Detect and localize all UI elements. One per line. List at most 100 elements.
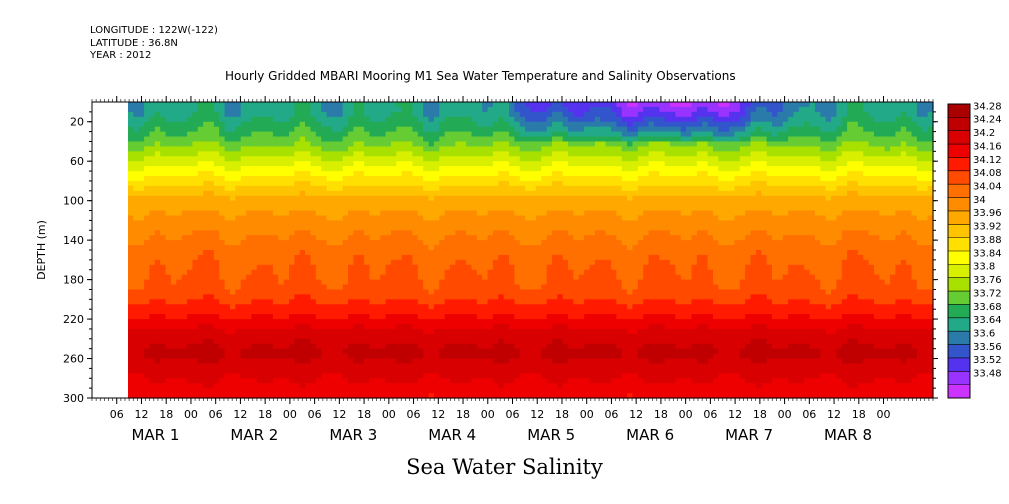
heatmap-cell [503, 235, 510, 241]
heatmap-cell [256, 230, 263, 236]
heatmap-cell [213, 180, 220, 187]
heatmap-cell [509, 284, 515, 291]
heatmap-cell [353, 136, 360, 143]
heatmap-cell [160, 106, 167, 113]
heatmap-cell [331, 254, 338, 261]
heatmap-cell [219, 106, 226, 113]
heatmap-cell [224, 200, 231, 207]
heatmap-cell [541, 195, 548, 202]
heatmap-cell [315, 176, 322, 182]
heatmap-cell [385, 215, 392, 221]
heatmap-cell [229, 131, 236, 138]
heatmap-cell [187, 240, 193, 246]
heatmap-cell [294, 235, 301, 241]
heatmap-cell [181, 363, 188, 369]
heatmap-cell [240, 176, 247, 182]
heatmap-cell [133, 146, 140, 152]
heatmap-cell [299, 309, 306, 315]
heatmap-cell [229, 195, 236, 202]
heatmap-cell [272, 383, 279, 389]
heatmap-cell [433, 240, 440, 246]
heatmap-cell [262, 176, 269, 182]
heatmap-cell [197, 368, 204, 374]
heatmap-cell [283, 205, 290, 212]
heatmap-cell [546, 314, 553, 320]
heatmap-cell [374, 254, 381, 261]
heatmap-cell [272, 245, 279, 251]
heatmap-cell [289, 235, 295, 241]
heatmap-cell [385, 274, 392, 281]
heatmap-cell [326, 319, 333, 325]
heatmap-cell [460, 151, 467, 157]
heatmap-cell [412, 250, 419, 256]
heatmap-cell [299, 378, 306, 384]
heatmap-cell [283, 388, 290, 394]
heatmap-cell [412, 304, 419, 310]
heatmap-cell [358, 245, 365, 251]
heatmap-cell [208, 210, 215, 217]
heatmap-cell [144, 324, 151, 330]
heatmap-cell [530, 136, 537, 143]
heatmap-cell [165, 304, 172, 310]
heatmap-cell [535, 264, 542, 271]
heatmap-cell [471, 121, 478, 128]
heatmap-cell [417, 131, 424, 138]
heatmap-cell [170, 324, 177, 330]
heatmap-cell [262, 388, 269, 394]
heatmap-cell [133, 343, 140, 350]
heatmap-cell [401, 309, 408, 315]
heatmap-cell [321, 131, 328, 138]
heatmap-cell [519, 215, 526, 221]
heatmap-cell [407, 368, 414, 374]
heatmap-cell [133, 378, 140, 384]
heatmap-cell [160, 126, 167, 133]
heatmap-cell [557, 358, 564, 365]
heatmap-cell [278, 136, 285, 143]
heatmap-cell [417, 195, 424, 202]
heatmap-cell [503, 378, 510, 384]
heatmap-cell [305, 156, 312, 162]
heatmap-cell [455, 102, 462, 108]
heatmap-cell [455, 328, 462, 335]
heatmap-cell [187, 176, 193, 182]
heatmap-cell [149, 136, 156, 143]
heatmap-cell [138, 102, 145, 108]
heatmap-cell [299, 284, 306, 291]
heatmap-cell [149, 368, 156, 374]
heatmap-cell [337, 363, 344, 369]
heatmap-cell [423, 289, 430, 295]
heatmap-cell [471, 220, 478, 226]
heatmap-cell [369, 328, 376, 335]
heatmap-cell [294, 116, 301, 123]
heatmap-cell [482, 126, 489, 133]
heatmap-cell [262, 230, 269, 236]
heatmap-cell [219, 171, 226, 177]
heatmap-cell [407, 225, 414, 231]
heatmap-cell [256, 383, 263, 389]
heatmap-cell [149, 215, 156, 221]
heatmap-cell [289, 230, 295, 236]
heatmap-cell [407, 328, 414, 335]
heatmap-cell [289, 161, 295, 167]
heatmap-cell [385, 156, 392, 162]
heatmap-cell [165, 358, 172, 365]
heatmap-cell [342, 264, 349, 271]
heatmap-cell [535, 250, 542, 256]
heatmap-cell [299, 161, 306, 167]
heatmap-cell [326, 230, 333, 236]
heatmap-cell [321, 353, 328, 360]
heatmap-cell [229, 116, 236, 123]
heatmap-cell [160, 393, 167, 399]
heatmap-cell [246, 378, 253, 384]
heatmap-cell [444, 264, 451, 271]
heatmap-cell [310, 245, 317, 251]
heatmap-cell [390, 304, 397, 310]
heatmap-cell [326, 383, 333, 389]
heatmap-cell [224, 215, 231, 221]
heatmap-cell [466, 299, 473, 305]
heatmap-cell [557, 264, 564, 271]
heatmap-cell [251, 324, 258, 330]
heatmap-cell [176, 393, 183, 399]
heatmap-cell [407, 230, 414, 236]
heatmap-cell [192, 106, 199, 113]
